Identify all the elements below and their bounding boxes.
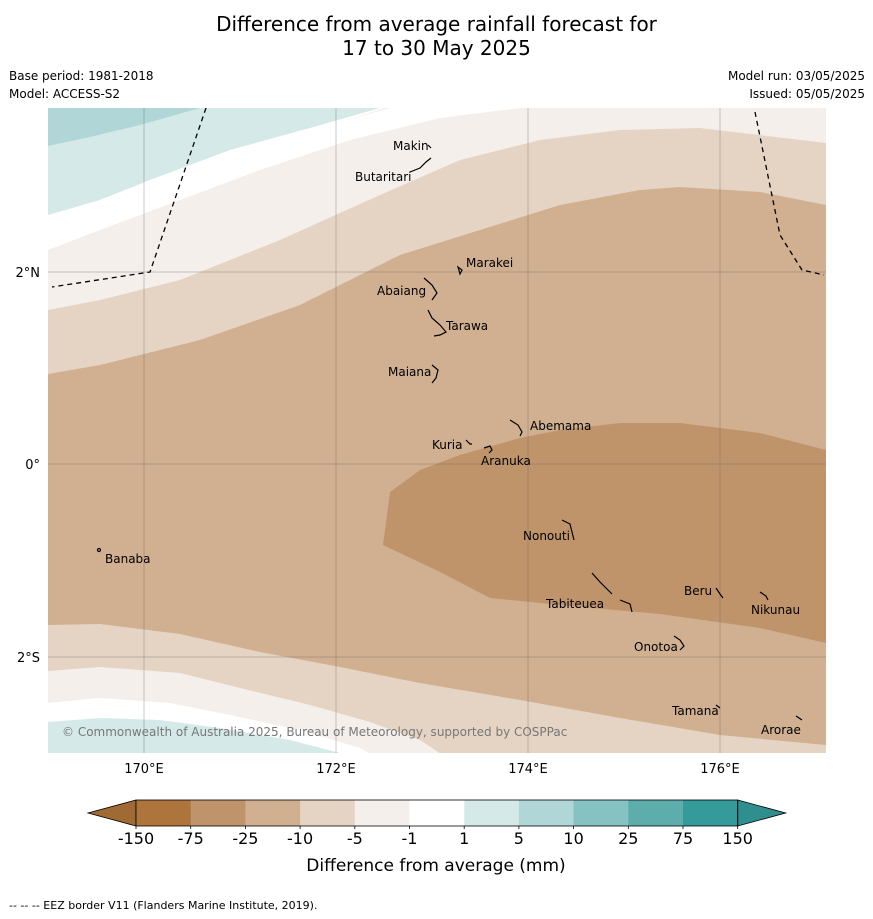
colorbar-tick-label: -150 [118, 829, 154, 848]
base-period: Base period: 1981-2018 [9, 69, 154, 83]
place-label-maiana: Maiana [388, 365, 431, 379]
colorbar-segment [464, 800, 520, 826]
place-label-makin: Makin [393, 139, 429, 153]
colorbar-tick-label: -75 [178, 829, 204, 848]
colorbar-segment [628, 800, 684, 826]
colorbar-tick-label: 75 [673, 829, 693, 848]
place-label-aranuka: Aranuka [481, 454, 531, 468]
colorbar-segment [136, 800, 192, 826]
place-label-abaiang: Abaiang [377, 284, 426, 298]
island-maiana-outline [431, 364, 439, 384]
place-label-tamana: Tamana [671, 704, 719, 718]
place-label-tabiteuea: Tabiteuea [545, 597, 604, 611]
colorbar-segment [245, 800, 301, 826]
colorbar-segment [354, 800, 410, 826]
copyright-notice: © Commonwealth of Australia 2025, Bureau… [62, 725, 567, 739]
map-title: Difference from average rainfall forecas… [0, 12, 873, 60]
island-tamana-outline [715, 704, 721, 709]
island-marakei-outline [456, 265, 463, 276]
colorbar-segment [300, 800, 356, 826]
colorbar-tick-label: 10 [563, 829, 583, 848]
island-butaritari-outline [409, 157, 432, 173]
lon-label-172e: 172°E [316, 762, 356, 777]
colorbar-tick-label: 1 [459, 829, 469, 848]
place-label-marakei: Marakei [466, 256, 513, 270]
eez-border-west [51, 108, 207, 288]
island-tarawa-outline [427, 309, 447, 337]
island-outlines [96, 144, 803, 721]
island-tabiteuea-north-outline [591, 572, 613, 595]
model-name: Model: ACCESS-S2 [9, 87, 121, 101]
place-label-banaba: Banaba [105, 552, 151, 566]
place-label-beru: Beru [684, 584, 712, 598]
island-abemama-outline [509, 419, 523, 437]
band-5-to-10-top [48, 108, 200, 146]
colorbar-segment [409, 800, 465, 826]
lon-label-176e: 176°E [700, 762, 740, 777]
island-onotoa-outline [673, 635, 685, 651]
colorbar-segment [518, 800, 575, 826]
legend-title: Difference from average (mm) [306, 856, 565, 876]
place-label-arorae: Arorae [761, 723, 801, 737]
island-banaba-outline [96, 547, 102, 553]
colorbar-tick-label: -10 [287, 829, 313, 848]
lon-label-174e: 174°E [508, 762, 548, 777]
meta-right: Model run: 03/05/2025 Issued: 05/05/2025 [728, 67, 865, 103]
band-minus-75 [383, 423, 826, 643]
place-label-onotoa: Onotoa [634, 640, 678, 654]
colorbar-low-extend [86, 799, 137, 827]
place-label-butaritari: Butaritari [355, 170, 412, 184]
colorbar-tick-label: -25 [232, 829, 258, 848]
colorbar-border [135, 799, 739, 827]
place-label-nonouti: Nonouti [523, 529, 570, 543]
island-arorae-outline [795, 715, 803, 721]
title-line-1: Difference from average rainfall forecas… [216, 12, 657, 36]
model-run: Model run: 03/05/2025 [727, 69, 865, 83]
colorbar-segment [573, 800, 629, 826]
place-label-nikunau: Nikunau [751, 603, 800, 617]
band-1-to-5-top [48, 108, 380, 215]
island-tabiteuea-south-outline [619, 599, 633, 613]
lon-label-170e: 170°E [124, 762, 164, 777]
eez-border [51, 108, 825, 288]
colorbar-tick-label: 150 [722, 829, 753, 848]
place-label-kuria: Kuria [432, 438, 463, 452]
island-abaiang-outline [423, 277, 438, 301]
colorbar-segment [190, 800, 246, 826]
map-plot-area: Makin Butaritari Marakei Abaiang Tarawa … [48, 108, 826, 753]
colorbar-high-extend [737, 799, 788, 827]
colorbar-legend: -150 -75 -25 -10 -5 -1 1 5 10 25 75 150 [86, 799, 788, 848]
colorbar-tick-label: 25 [618, 829, 638, 848]
meta-left: Base period: 1981-2018 Model: ACCESS-S2 [9, 67, 154, 103]
eez-border-east [754, 111, 825, 276]
colorbar-tick-label: -5 [347, 829, 363, 848]
island-kuria-outline [465, 439, 472, 445]
place-label-tarawa: Tarawa [445, 319, 488, 333]
title-line-2: 17 to 30 May 2025 [342, 36, 531, 60]
lat-label-2s: 2°S [17, 651, 40, 666]
island-beru-outline [715, 587, 724, 599]
colorbar-tick-label: 5 [514, 829, 524, 848]
island-nonouti-outline [561, 519, 575, 541]
lat-label-0: 0° [25, 458, 40, 473]
colorbar-segment [683, 800, 739, 826]
band-1-to-5-lower [48, 718, 340, 753]
island-aranuka-outline [483, 445, 493, 454]
issued-date: Issued: 05/05/2025 [749, 87, 865, 101]
eez-footnote: -- -- -- EEZ border V11 (Flanders Marine… [9, 899, 318, 912]
colorbar-tick-label: -1 [402, 829, 418, 848]
lat-label-2n: 2°N [16, 266, 41, 281]
place-label-abemama: Abemama [530, 419, 591, 433]
island-nikunau-outline [759, 591, 769, 601]
graticule [48, 108, 826, 753]
island-makin-outline [427, 144, 432, 149]
